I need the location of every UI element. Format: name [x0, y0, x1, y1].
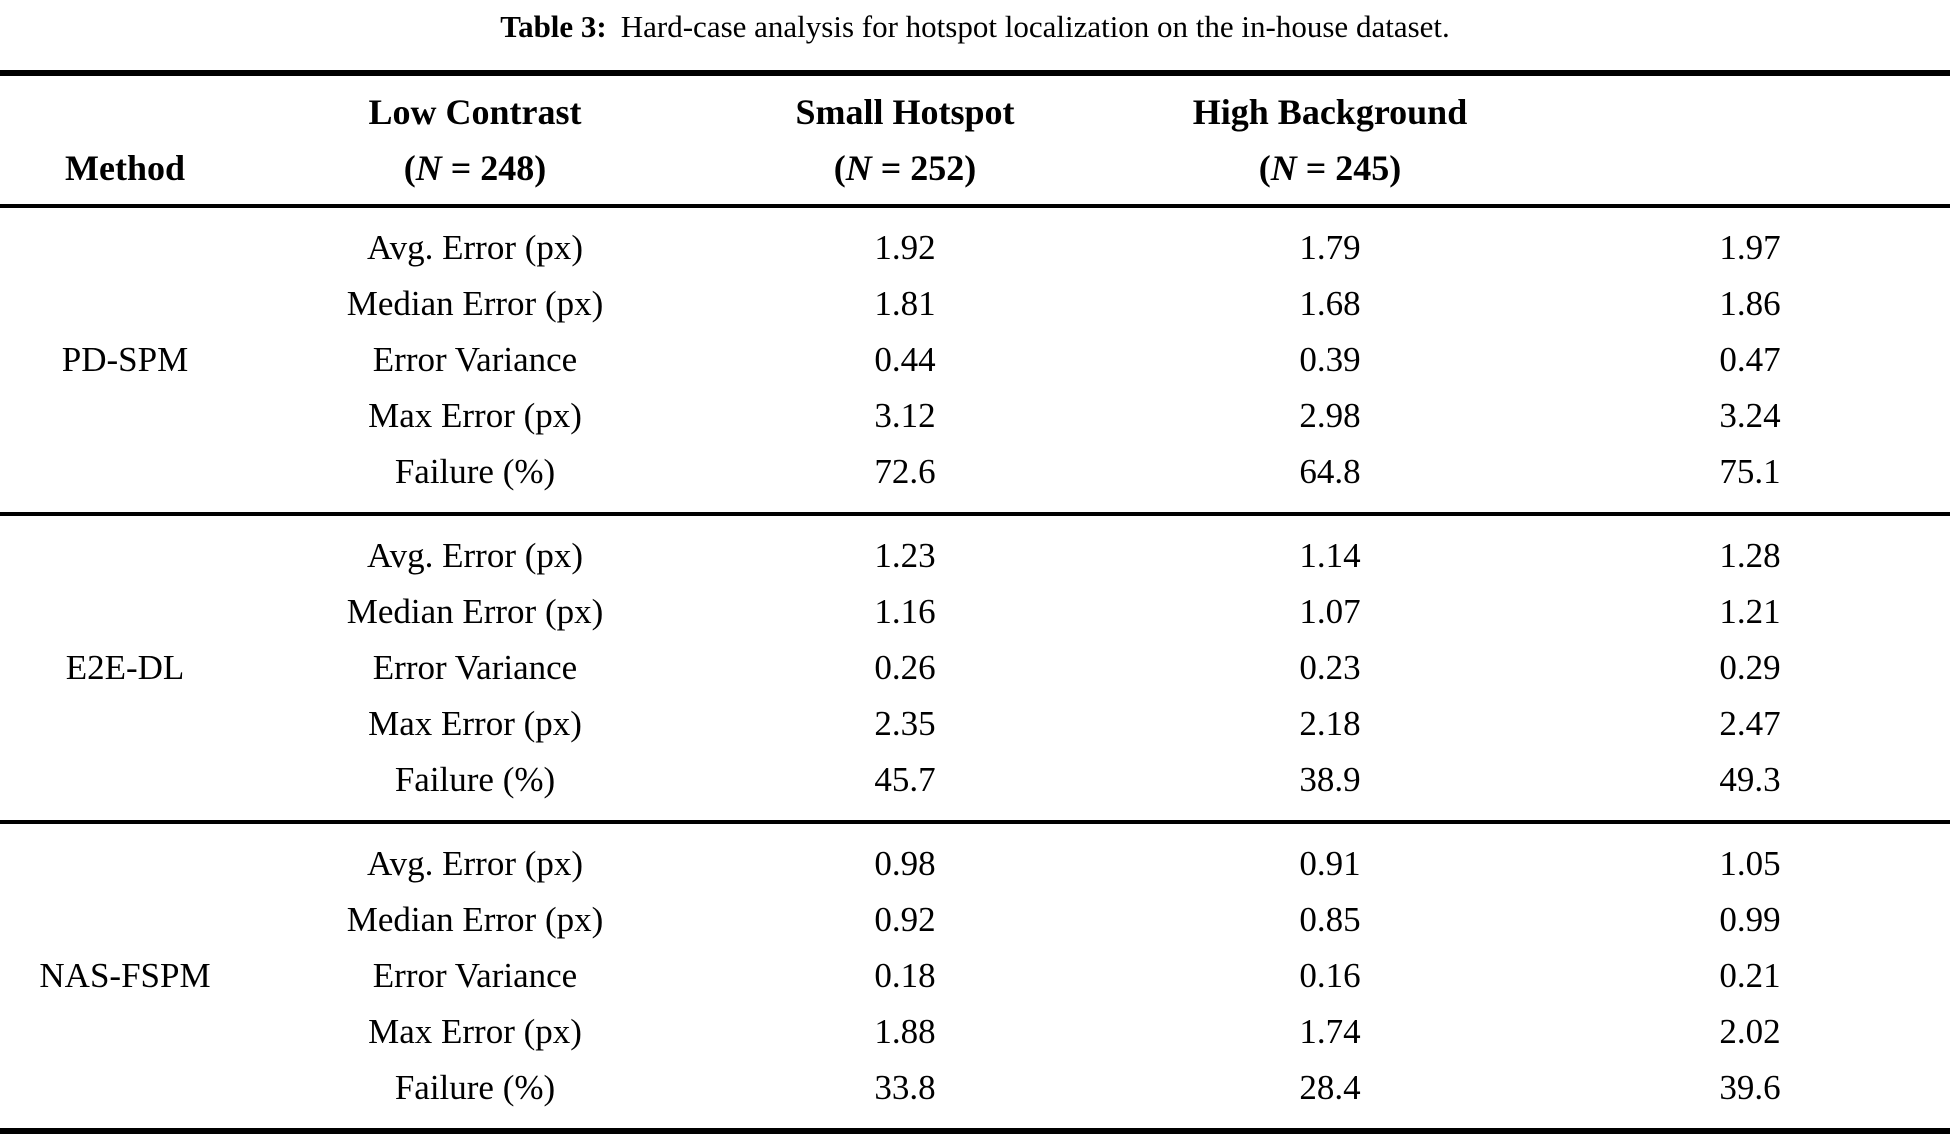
column-header-high-background: High Background (N = 245) — [1110, 76, 1550, 204]
value-small-hotspot: 2.18 — [1299, 704, 1361, 743]
method-name: PD-SPM — [61, 340, 189, 379]
value-low-contrast: 0.98 — [874, 844, 936, 883]
value-high-background: 0.99 — [1719, 900, 1781, 939]
value-low-contrast: 0.92 — [874, 900, 936, 939]
table-caption-text: Hard-case analysis for hotspot localizat… — [620, 9, 1450, 44]
column-header-small-hotspot-n: (N = 252) — [833, 148, 977, 188]
value-small-hotspot: 38.9 — [1299, 760, 1361, 799]
table-caption: Table 3: Hard-case analysis for hotspot l… — [0, 0, 1950, 70]
value-low-contrast: 72.6 — [874, 452, 936, 491]
column-header-method: Method — [65, 148, 185, 188]
metric-label: Avg. Error (px) — [366, 228, 584, 267]
value-high-background: 0.47 — [1719, 340, 1781, 379]
value-low-contrast: 0.26 — [874, 648, 936, 687]
value-low-contrast: 1.92 — [874, 228, 936, 267]
value-low-contrast: 1.88 — [874, 1012, 936, 1051]
table-header-row: Method Low Contrast (N = 248) Small Hots… — [0, 76, 1950, 204]
value-low-contrast: 1.81 — [874, 284, 936, 323]
column-header-high-background-name: High Background — [1192, 92, 1468, 132]
value-high-background: 1.97 — [1719, 228, 1781, 267]
value-low-contrast: 2.35 — [874, 704, 936, 743]
group-divider-rule — [0, 820, 1950, 824]
metric-label: Median Error (px) — [346, 900, 604, 939]
metric-label: Error Variance — [372, 340, 578, 379]
value-high-background: 1.28 — [1719, 536, 1781, 575]
value-small-hotspot: 0.85 — [1299, 900, 1361, 939]
value-high-background: 1.86 — [1719, 284, 1781, 323]
value-small-hotspot: 64.8 — [1299, 452, 1361, 491]
value-small-hotspot: 1.74 — [1299, 1012, 1361, 1051]
value-small-hotspot: 0.39 — [1299, 340, 1361, 379]
value-low-contrast: 45.7 — [874, 760, 936, 799]
column-header-high-background-n: (N = 245) — [1258, 148, 1402, 188]
value-small-hotspot: 0.91 — [1299, 844, 1361, 883]
metric-label: Median Error (px) — [346, 284, 604, 323]
method-name: NAS-FSPM — [39, 956, 211, 995]
value-high-background: 39.6 — [1719, 1068, 1781, 1107]
value-high-background: 0.29 — [1719, 648, 1781, 687]
value-small-hotspot: 1.07 — [1299, 592, 1361, 631]
value-high-background: 3.24 — [1719, 396, 1781, 435]
value-high-background: 1.21 — [1719, 592, 1781, 631]
n-symbol: N — [1270, 148, 1297, 188]
table-bottom-rule — [0, 1128, 1950, 1134]
group-divider-rule — [0, 512, 1950, 516]
metric-label: Avg. Error (px) — [366, 536, 584, 575]
column-header-small-hotspot: Small Hotspot (N = 252) — [700, 76, 1110, 204]
value-high-background: 1.05 — [1719, 844, 1781, 883]
value-low-contrast: 33.8 — [874, 1068, 936, 1107]
n-symbol: N — [415, 148, 442, 188]
value-low-contrast: 0.44 — [874, 340, 936, 379]
table-top-rule — [0, 70, 1950, 76]
method-group-e2e-dl: E2E-DL Avg. Error (px) 1.23 1.14 1.28 Me… — [0, 516, 1950, 820]
n-symbol: N — [845, 148, 872, 188]
value-low-contrast: 1.16 — [874, 592, 936, 631]
column-header-low-contrast-n: (N = 248) — [403, 148, 547, 188]
value-small-hotspot: 28.4 — [1299, 1068, 1361, 1107]
metric-label: Max Error (px) — [368, 1012, 582, 1051]
metric-label: Avg. Error (px) — [366, 844, 584, 883]
metric-label: Failure (%) — [394, 760, 556, 799]
value-high-background: 2.02 — [1719, 1012, 1781, 1051]
table-caption-label: Table 3: — [500, 9, 607, 44]
value-small-hotspot: 0.23 — [1299, 648, 1361, 687]
value-high-background: 49.3 — [1719, 760, 1781, 799]
metric-label: Failure (%) — [394, 1068, 556, 1107]
column-header-low-contrast-name: Low Contrast — [368, 92, 582, 132]
method-group-pd-spm: PD-SPM Avg. Error (px) 1.92 1.79 1.97 Me… — [0, 208, 1950, 512]
column-header-small-hotspot-name: Small Hotspot — [795, 92, 1015, 132]
value-small-hotspot: 0.16 — [1299, 956, 1361, 995]
header-divider-rule — [0, 204, 1950, 208]
value-small-hotspot: 1.14 — [1299, 536, 1361, 575]
value-high-background: 0.21 — [1719, 956, 1781, 995]
metric-label: Error Variance — [372, 648, 578, 687]
metric-label: Max Error (px) — [368, 396, 582, 435]
method-name: E2E-DL — [65, 648, 185, 687]
value-low-contrast: 3.12 — [874, 396, 936, 435]
value-small-hotspot: 1.79 — [1299, 228, 1361, 267]
column-header-low-contrast: Low Contrast (N = 248) — [250, 76, 700, 204]
value-small-hotspot: 2.98 — [1299, 396, 1361, 435]
metric-label: Failure (%) — [394, 452, 556, 491]
value-high-background: 2.47 — [1719, 704, 1781, 743]
value-small-hotspot: 1.68 — [1299, 284, 1361, 323]
metric-label: Error Variance — [372, 956, 578, 995]
value-high-background: 75.1 — [1719, 452, 1781, 491]
value-low-contrast: 1.23 — [874, 536, 936, 575]
metric-label: Max Error (px) — [368, 704, 582, 743]
metric-label: Median Error (px) — [346, 592, 604, 631]
value-low-contrast: 0.18 — [874, 956, 936, 995]
method-group-nas-fspm: NAS-FSPM Avg. Error (px) 0.98 0.91 1.05 … — [0, 824, 1950, 1128]
